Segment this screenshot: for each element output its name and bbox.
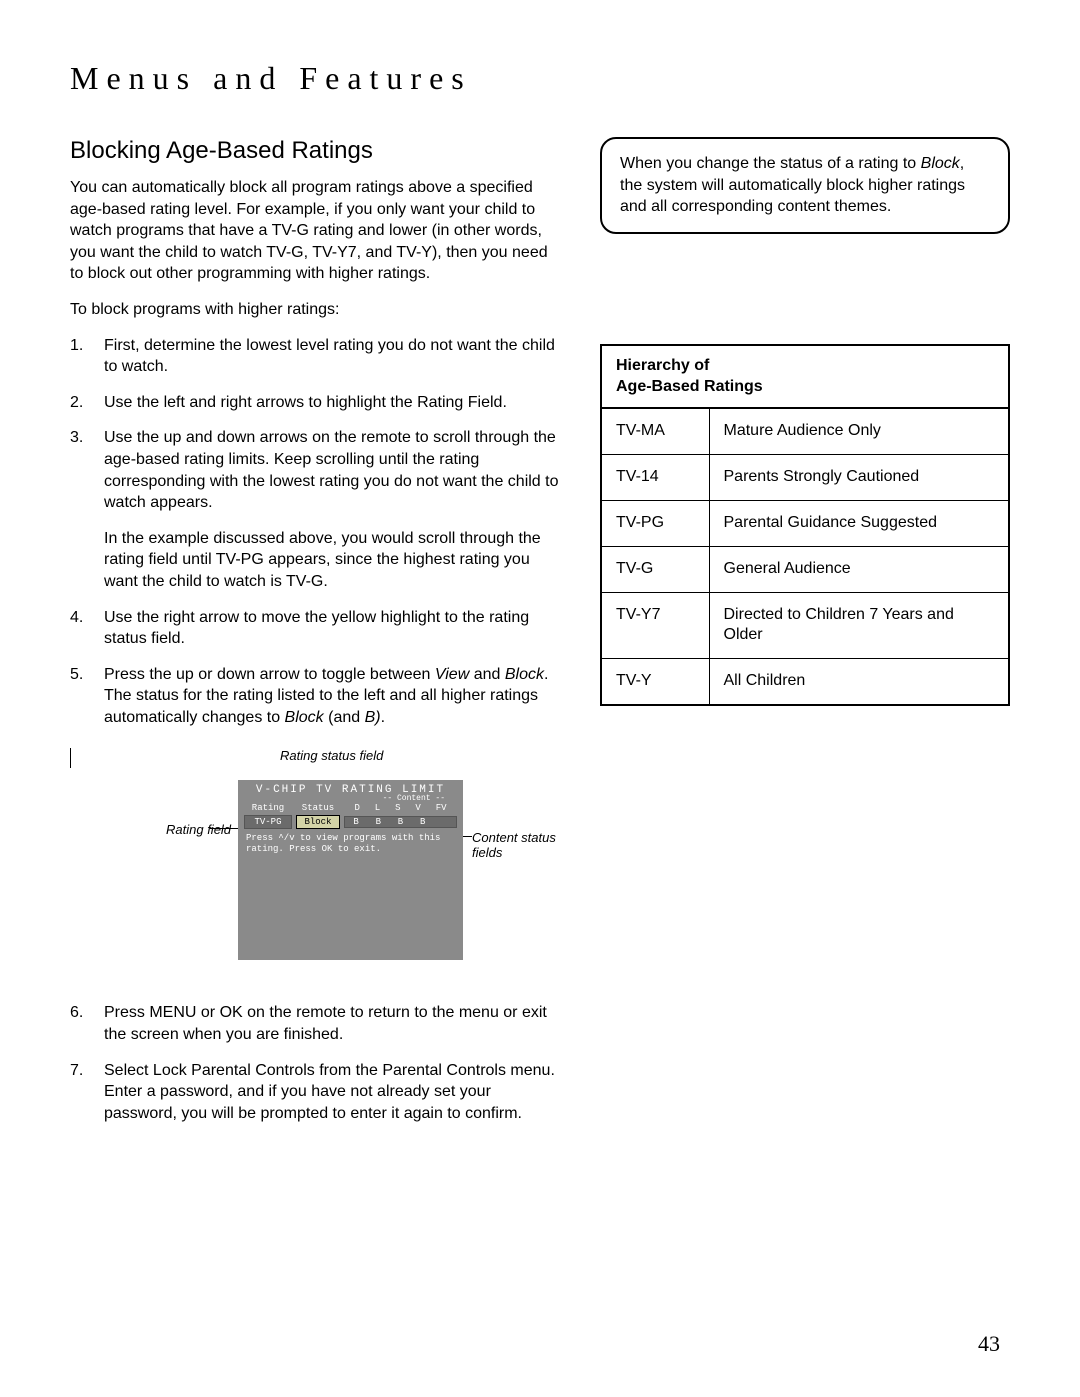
term-block: Block	[285, 709, 324, 726]
col: V	[415, 803, 420, 813]
hdr-rating: Rating	[244, 803, 292, 813]
col: D	[354, 803, 359, 813]
status-field[interactable]: Block	[296, 815, 340, 829]
table-row: TV-Y7Directed to Children 7 Years and Ol…	[601, 592, 1009, 659]
content-val: B	[367, 817, 389, 827]
diagram-label-left: Rating field	[166, 822, 231, 838]
chapter-title: Menus and Features	[70, 60, 1010, 97]
rating-desc: Parents Strongly Cautioned	[709, 455, 1009, 501]
tv-instruction: Press ^/v to view programs with this rat…	[238, 829, 463, 859]
steps-list-cont: Press MENU or OK on the remote to return…	[70, 1002, 560, 1124]
rating-code: TV-MA	[601, 408, 709, 454]
tv-header-row: Rating Status D L S V FV	[238, 803, 463, 813]
step-text: (and	[324, 709, 365, 726]
rating-desc: Mature Audience Only	[709, 408, 1009, 454]
table-row: TV-MAMature Audience Only	[601, 408, 1009, 454]
term-view: View	[435, 666, 469, 683]
rating-code: TV-Y7	[601, 592, 709, 659]
table-row: TV-14Parents Strongly Cautioned	[601, 455, 1009, 501]
term-block: Block	[505, 666, 544, 683]
col: S	[395, 803, 400, 813]
step-text: .	[381, 709, 385, 726]
content-val	[434, 817, 456, 827]
main-column: Blocking Age-Based Ratings You can autom…	[70, 137, 560, 1144]
step-text: Press the up or down arrow to toggle bet…	[104, 666, 435, 683]
step-item: Select Lock Parental Controls from the P…	[70, 1060, 560, 1125]
callout-box: When you change the status of a rating t…	[600, 137, 1010, 234]
step-item: Press MENU or OK on the remote to return…	[70, 1002, 560, 1045]
intro-paragraph: You can automatically block all program …	[70, 177, 560, 285]
step-item: Use the left and right arrows to highlig…	[70, 392, 560, 414]
step-text: Use the up and down arrows on the remote…	[104, 429, 559, 511]
hierarchy-table: Hierarchy of Age-Based Ratings TV-MAMatu…	[600, 344, 1010, 706]
table-row: TV-PGParental Guidance Suggested	[601, 500, 1009, 546]
col: L	[375, 803, 380, 813]
content-val: B	[389, 817, 411, 827]
step-item: Use the up and down arrows on the remote…	[70, 427, 560, 592]
vchip-diagram: Rating status field Rating field Content…	[70, 748, 560, 978]
rating-code: TV-PG	[601, 500, 709, 546]
hierarchy-title: Hierarchy of Age-Based Ratings	[601, 345, 1009, 409]
rating-code: TV-Y	[601, 659, 709, 705]
content-status-fields[interactable]: B B B B	[344, 816, 457, 828]
hdr-status: Status	[296, 803, 340, 813]
table-row: TV-YAll Children	[601, 659, 1009, 705]
intro-lead: To block programs with higher ratings:	[70, 299, 560, 321]
label-text: Rating field	[166, 822, 231, 837]
diagram-label-right: Content status fields	[472, 830, 560, 860]
tv-screen: V-CHIP TV RATING LIMIT -- Content -- Rat…	[238, 780, 463, 960]
rating-desc: Directed to Children 7 Years and Older	[709, 592, 1009, 659]
term-b: B)	[365, 709, 381, 726]
table-row: TV-GGeneral Audience	[601, 546, 1009, 592]
steps-list: First, determine the lowest level rating…	[70, 335, 560, 729]
col: FV	[436, 803, 447, 813]
term-block: Block	[921, 155, 960, 172]
step-item: Use the right arrow to move the yellow h…	[70, 607, 560, 650]
step-text: and	[469, 666, 505, 683]
rating-code: TV-14	[601, 455, 709, 501]
content-val: B	[412, 817, 434, 827]
step-subtext: In the example discussed above, you woul…	[104, 528, 560, 593]
step-item: Press the up or down arrow to toggle bet…	[70, 664, 560, 729]
page-number: 43	[978, 1331, 1000, 1357]
tv-data-row: TV-PG Block B B B B	[238, 815, 463, 829]
rating-field[interactable]: TV-PG	[244, 815, 292, 829]
hierarchy-body: TV-MAMature Audience Only TV-14Parents S…	[601, 408, 1009, 705]
rating-code: TV-G	[601, 546, 709, 592]
content-val: B	[345, 817, 367, 827]
hdr-content-cols: D L S V FV	[344, 803, 457, 813]
step-item: First, determine the lowest level rating…	[70, 335, 560, 378]
section-title: Blocking Age-Based Ratings	[70, 137, 560, 165]
diagram-caption-top: Rating status field	[280, 748, 383, 763]
rating-desc: All Children	[709, 659, 1009, 705]
rating-desc: Parental Guidance Suggested	[709, 500, 1009, 546]
side-column: When you change the status of a rating t…	[600, 137, 1010, 1144]
callout-text: When you change the status of a rating t…	[620, 155, 921, 172]
rating-desc: General Audience	[709, 546, 1009, 592]
callout-line	[70, 748, 71, 768]
